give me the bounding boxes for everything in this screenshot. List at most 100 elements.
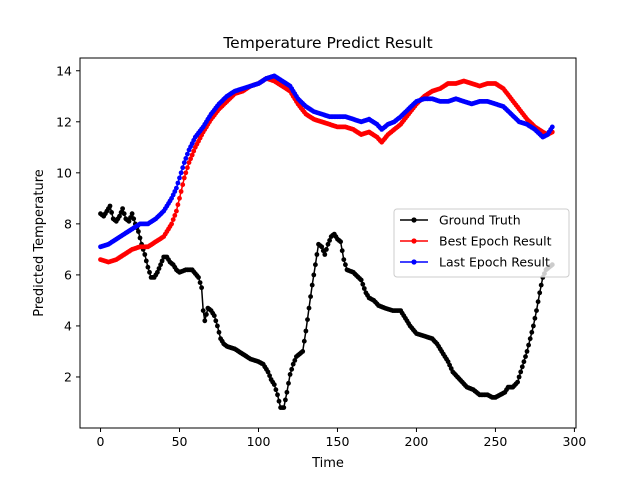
data-point — [526, 342, 531, 348]
data-point — [275, 392, 280, 398]
data-point — [183, 156, 189, 161]
data-point — [341, 257, 347, 262]
data-point — [516, 374, 522, 380]
data-point — [319, 244, 325, 250]
x-tick-label: 200 — [405, 434, 429, 449]
x-tick-label: 50 — [172, 434, 188, 449]
data-point — [283, 397, 288, 403]
data-point — [216, 329, 222, 335]
series-best-epoch-result — [98, 76, 555, 265]
data-point — [181, 175, 187, 181]
data-point — [339, 248, 345, 254]
data-point — [343, 262, 348, 268]
data-point — [178, 189, 184, 194]
data-point — [158, 262, 164, 268]
data-point — [267, 373, 272, 379]
data-point — [281, 405, 287, 410]
data-point — [186, 160, 192, 166]
data-point — [358, 277, 364, 283]
legend: Ground Truth Best Epoch Result Last Epoch … — [393, 208, 570, 278]
data-point — [289, 366, 295, 372]
data-point — [197, 280, 203, 285]
data-point — [191, 148, 197, 154]
data-point — [534, 308, 539, 313]
data-point — [156, 266, 162, 271]
data-point — [177, 195, 182, 201]
data-point — [535, 299, 541, 305]
data-point — [324, 247, 329, 252]
data-point — [308, 294, 313, 299]
data-point — [202, 318, 208, 324]
y-tick-label: 10 — [56, 165, 72, 180]
data-point — [549, 124, 555, 130]
legend-label: Ground Truth — [439, 213, 521, 228]
data-point — [532, 315, 538, 321]
x-tick-label: 250 — [484, 434, 508, 449]
data-point — [183, 170, 189, 176]
data-point — [314, 252, 320, 257]
data-point — [286, 380, 291, 386]
data-point — [265, 369, 271, 375]
data-point — [181, 160, 187, 166]
data-point — [537, 290, 543, 296]
x-tick-label: 300 — [562, 434, 586, 449]
data-point — [271, 382, 277, 387]
data-point — [172, 213, 178, 218]
data-point — [189, 152, 195, 158]
data-point — [175, 202, 181, 208]
data-point — [327, 238, 332, 243]
data-point — [174, 208, 179, 214]
legend-box — [393, 208, 570, 278]
data-point — [136, 229, 141, 234]
data-point — [515, 379, 520, 385]
y-tick-label: 6 — [64, 267, 72, 282]
data-point — [155, 269, 160, 275]
data-point — [109, 210, 114, 215]
data-point — [322, 252, 328, 257]
data-point — [360, 281, 366, 287]
y-tick-label: 12 — [56, 114, 72, 129]
data-point — [338, 239, 343, 245]
data-point — [121, 211, 127, 217]
data-point — [145, 264, 151, 270]
data-point — [215, 323, 220, 329]
data-point — [305, 317, 310, 322]
data-point — [325, 241, 331, 247]
data-point — [306, 305, 312, 311]
data-point — [524, 349, 530, 354]
data-point — [137, 235, 143, 241]
data-point — [188, 156, 194, 162]
data-point — [196, 275, 201, 280]
data-point — [273, 387, 279, 393]
data-point — [276, 398, 282, 404]
data-point — [518, 369, 524, 375]
data-point — [538, 282, 544, 288]
data-point — [311, 272, 317, 278]
data-point — [180, 165, 186, 171]
data-point — [174, 185, 179, 191]
data-point — [519, 364, 525, 370]
data-point — [521, 359, 527, 365]
data-point — [131, 216, 137, 222]
data-point — [309, 282, 315, 288]
y-tick-label: 14 — [56, 63, 72, 78]
plot-area — [98, 73, 555, 410]
data-point — [531, 323, 536, 329]
data-point — [180, 182, 186, 188]
data-point — [523, 354, 528, 359]
data-point — [361, 286, 367, 291]
data-point — [290, 361, 296, 367]
data-point — [159, 258, 165, 264]
data-point — [301, 338, 307, 344]
y-tick-label: 4 — [64, 318, 72, 333]
legend-marker — [411, 238, 417, 244]
data-point — [126, 218, 132, 224]
axis-ticks: 0 50 100 150 200 250 300 2 4 6 8 10 12 14 — [56, 63, 586, 449]
data-point — [169, 221, 175, 227]
data-point — [211, 313, 217, 319]
data-point — [178, 170, 184, 176]
data-point — [204, 312, 209, 317]
data-point — [175, 180, 181, 186]
x-axis-label: Time — [311, 456, 344, 471]
